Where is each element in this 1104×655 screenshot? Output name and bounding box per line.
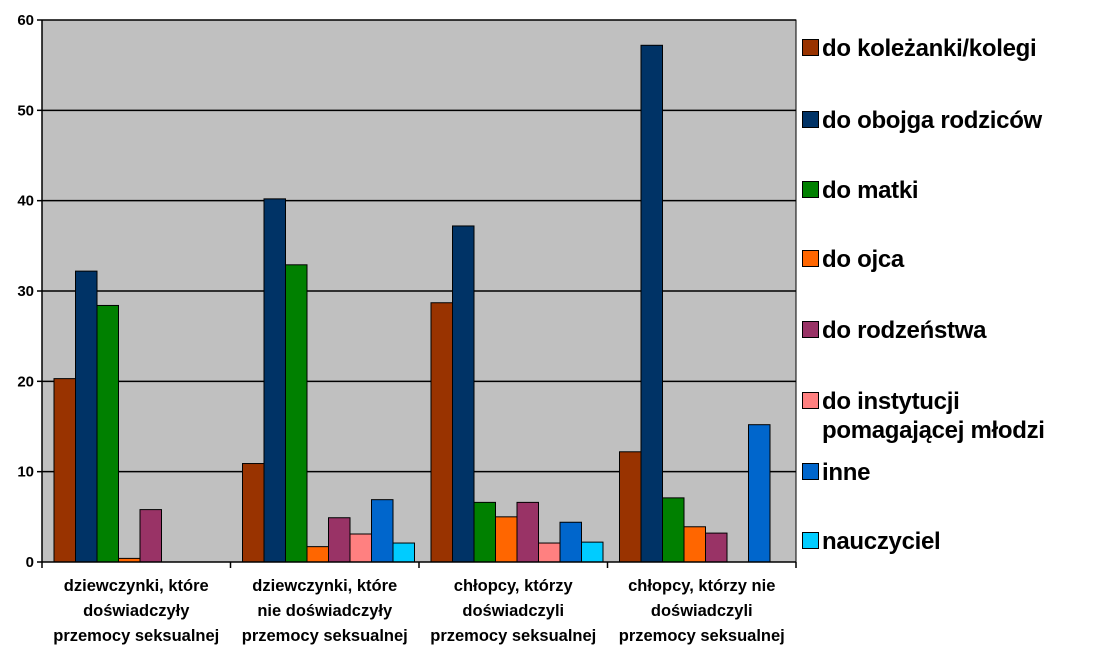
legend-swatch: [802, 111, 819, 128]
bar: [349, 533, 372, 563]
bar: [538, 542, 561, 563]
legend-label: do ojca: [822, 246, 904, 273]
legend-label: do matki: [822, 177, 919, 204]
legend-swatch: [802, 321, 819, 338]
bar: [53, 378, 76, 563]
y-tick-label: 60: [17, 12, 34, 29]
legend-swatch: [802, 532, 819, 549]
legend: do koleżanki/kolegi do obojga rodziców d…: [802, 0, 1104, 600]
legend-item: do rodzeństwa: [802, 316, 986, 345]
y-tick-label: 10: [17, 464, 34, 481]
legend-item: do matki: [802, 176, 919, 205]
legend-label: do koleżanki/kolegi: [822, 35, 1037, 62]
x-tick-label: przemocy seksualnej: [619, 627, 785, 645]
y-tick-label: 40: [17, 193, 34, 210]
x-tick-label: doświadczyli: [651, 602, 753, 620]
bar: [683, 526, 706, 563]
x-tick-label: przemocy seksualnej: [430, 627, 596, 645]
legend-swatch: [802, 392, 819, 409]
bar: [516, 501, 539, 563]
x-tick-label: przemocy seksualnej: [242, 627, 408, 645]
bar: [75, 270, 98, 563]
bar: [328, 517, 351, 563]
legend-swatch: [802, 463, 819, 480]
x-tick-label: nie doświadczyły: [257, 602, 393, 620]
y-tick-label: 0: [26, 554, 34, 571]
x-tick-label: doświadczyły: [83, 602, 190, 620]
bar: [371, 499, 394, 563]
legend-label: do instytucji pomagającej młodzi: [822, 388, 1045, 444]
legend-item: nauczyciel: [802, 527, 941, 556]
legend-label: do obojga rodziców: [822, 107, 1042, 134]
bar: [640, 44, 663, 563]
bars: [53, 44, 771, 563]
legend-item: inne: [802, 458, 870, 487]
bar: [242, 463, 265, 563]
bar: [139, 509, 162, 563]
bar: [452, 225, 475, 563]
x-tick-label: przemocy seksualnej: [53, 627, 219, 645]
bar: [263, 198, 286, 563]
bar: [705, 532, 728, 563]
legend-swatch: [802, 250, 819, 267]
x-tick-label: chłopcy, którzy: [454, 577, 574, 595]
bar: [581, 541, 604, 563]
y-tick-label: 50: [17, 102, 34, 119]
bar: [619, 451, 642, 563]
legend-swatch: [802, 181, 819, 198]
bar: [392, 542, 415, 563]
x-tick-label: dziewczynki, które: [64, 577, 209, 595]
chart: 0 10 20 30 40 50 60 dziewczynki, które doświadc…: [17, 12, 797, 645]
legend-label: do rodzeństwa: [822, 317, 987, 344]
bar: [495, 516, 518, 563]
bar: [559, 521, 582, 563]
legend-item: do obojga rodziców: [802, 106, 1042, 135]
x-tick-label: dziewczynki, które: [252, 577, 397, 595]
legend-label: nauczyciel: [822, 528, 941, 555]
bar: [473, 501, 496, 563]
x-tick-label: doświadczyli: [462, 602, 564, 620]
bar: [96, 304, 119, 563]
bar: [430, 302, 453, 563]
legend-item: do ojca: [802, 245, 904, 274]
x-tick-label: chłopcy, którzy nie: [628, 577, 775, 595]
legend-label: inne: [822, 459, 871, 486]
bar: [748, 424, 771, 563]
legend-item: do koleżanki/kolegi: [802, 34, 1037, 63]
bar: [306, 546, 329, 563]
y-tick-label: 30: [17, 283, 34, 300]
bar: [285, 264, 308, 563]
legend-swatch: [802, 39, 819, 56]
y-ticks: 0 10 20 30 40 50 60: [17, 12, 42, 571]
legend-item: do instytucji pomagającej młodzi: [802, 387, 1045, 445]
y-tick-label: 20: [17, 373, 34, 390]
x-axis-labels: dziewczynki, które doświadczyły przemocy s…: [41, 562, 797, 645]
bar: [662, 497, 685, 563]
gridlines: [42, 19, 796, 473]
